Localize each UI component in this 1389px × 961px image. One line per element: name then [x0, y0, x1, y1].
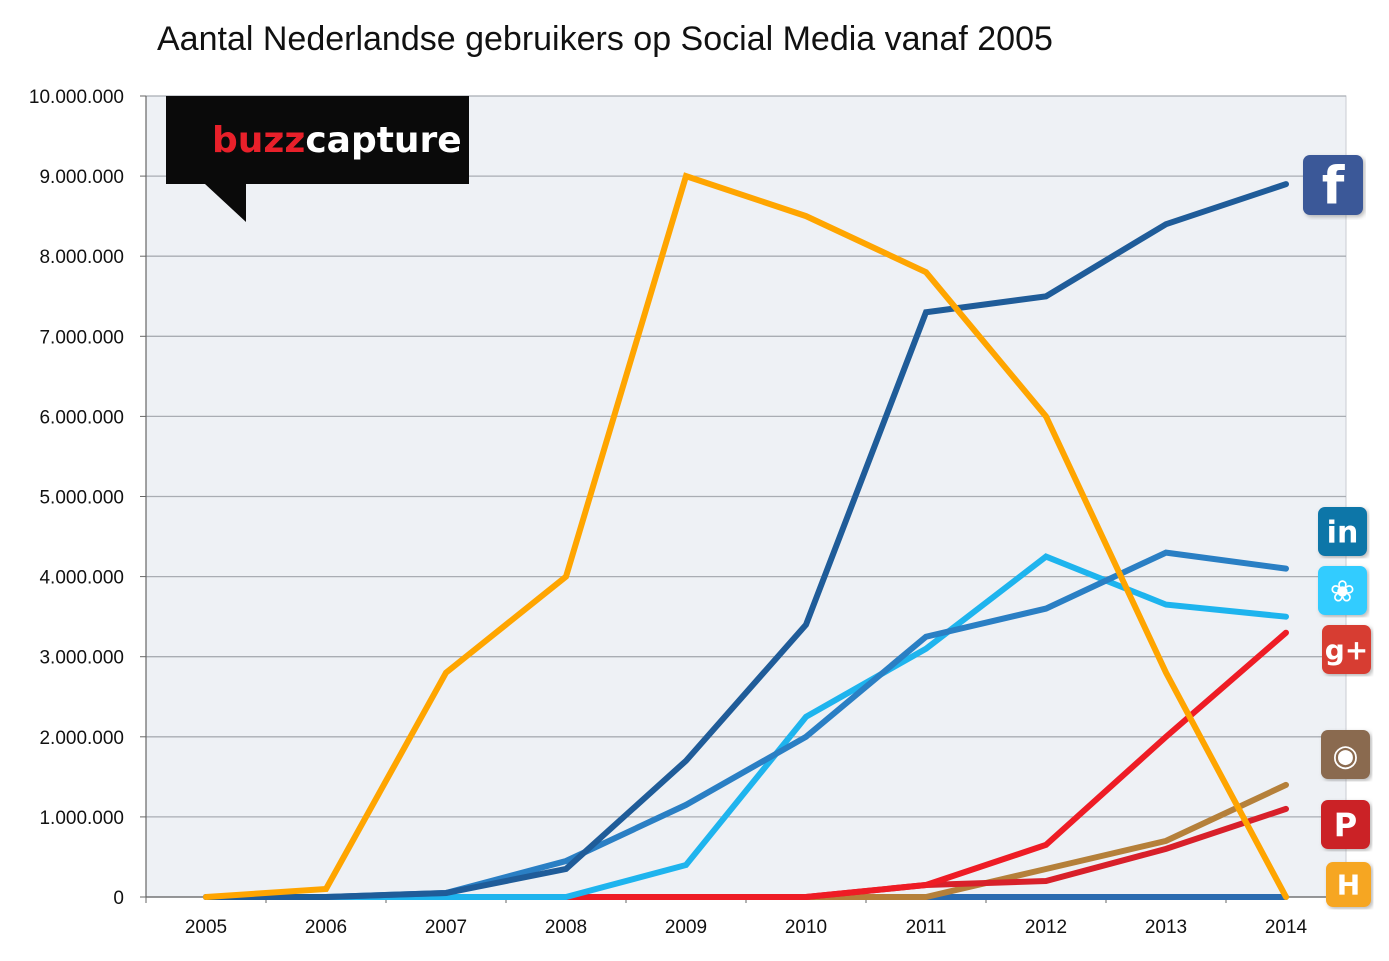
google-plus-icon-bg [1322, 625, 1371, 674]
facebook-icon-bg [1303, 155, 1363, 215]
instagram-icon-bg [1321, 730, 1370, 779]
y-tick-label: 4.000.000 [39, 568, 124, 589]
hyves-icon-glyph: H [1337, 869, 1360, 902]
x-tick-label: 2013 [1145, 917, 1187, 938]
linkedin-icon-glyph: in [1327, 515, 1359, 550]
pinterest-icon-glyph: P [1334, 806, 1357, 844]
y-axis: 0 1.000.000 2.000.000 3.000.000 4.000.000 5.0… [29, 87, 124, 909]
logo-box [166, 96, 469, 184]
chart-title: Aantal Nederlandse gebruikers op Social … [157, 20, 1053, 58]
x-tick-label: 2007 [425, 917, 467, 938]
x-tick-label: 2005 [185, 917, 227, 938]
instagram-icon-glyph: ◉ [1332, 738, 1358, 773]
facebook-icon: f [1303, 155, 1363, 217]
y-tick-label: 1.000.000 [39, 808, 124, 829]
y-tick-label: 8.000.000 [39, 247, 124, 268]
logo-text-buzz: buzz [212, 120, 305, 161]
instagram-icon: ◉ [1321, 730, 1370, 779]
logo-pointer [205, 184, 246, 222]
twitter-icon-bg [1318, 566, 1367, 615]
twitter-icon-glyph: ❀ [1330, 574, 1355, 609]
social-icons: f in ❀ g+ ◉ PH [1303, 155, 1371, 907]
logo-text: buzzcapture [212, 120, 462, 161]
y-tick-label: 9.000.000 [39, 167, 124, 188]
y-tick-label: 5.000.000 [39, 488, 124, 509]
y-tick-label: 0 [113, 888, 124, 909]
x-tick-label: 2014 [1265, 917, 1308, 938]
y-tick-label: 7.000.000 [39, 327, 124, 348]
logo-text-capture: capture [305, 120, 461, 161]
y-tick-label: 2.000.000 [39, 728, 124, 749]
pinterest-icon-bg [1321, 800, 1370, 849]
y-tick-label: 3.000.000 [39, 648, 124, 669]
series-group [203, 172, 1289, 900]
google-plus-icon-glyph: g+ [1325, 634, 1369, 667]
x-tick-label: 2011 [906, 917, 947, 938]
google-plus-icon: g+ [1322, 625, 1371, 674]
linkedin-icon-bg [1318, 507, 1367, 556]
pinterest-icon: P [1321, 800, 1370, 849]
y-tick-label: 10.000.000 [29, 87, 124, 108]
series-line-0 [203, 172, 1289, 900]
x-tick-label: 2006 [305, 917, 347, 938]
hyves-icon-bg [1326, 862, 1371, 907]
twitter-icon: ❀ [1318, 566, 1367, 615]
buzzcapture-logo: buzzcapture [166, 96, 469, 222]
hyves-icon: H [1326, 862, 1371, 907]
facebook-icon-glyph: f [1322, 157, 1346, 217]
x-tick-label: 2010 [785, 917, 827, 938]
x-tick-label: 2009 [665, 917, 707, 938]
x-tick-label: 2008 [545, 917, 587, 938]
series-line-1 [203, 181, 1289, 900]
x-axis: 2005 2006 2007 2008 2009 2010 2011 2012 2013 2014 [185, 917, 1308, 938]
x-tick-label: 2012 [1025, 917, 1067, 938]
linkedin-icon: in [1318, 507, 1367, 556]
y-tick-label: 6.000.000 [39, 407, 124, 428]
